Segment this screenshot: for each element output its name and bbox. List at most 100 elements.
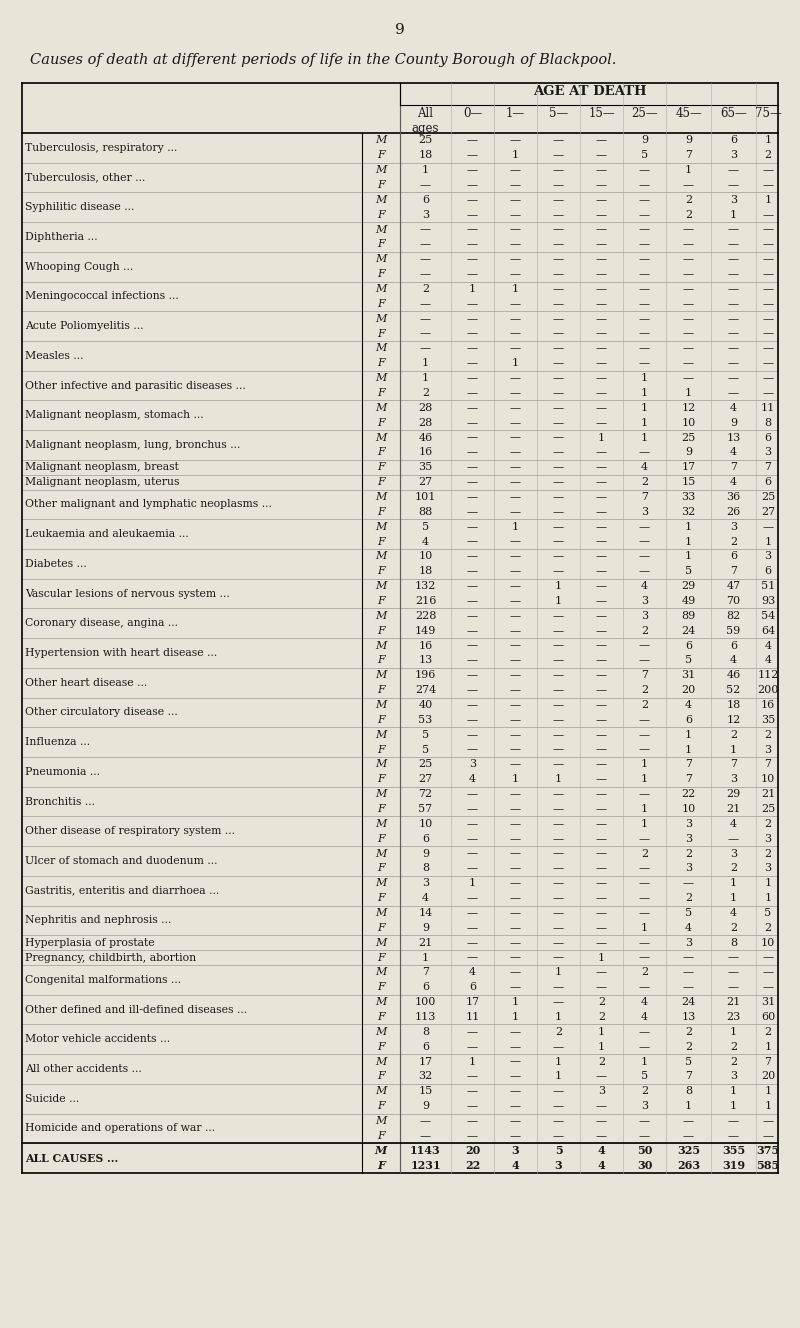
Text: 3: 3	[422, 878, 429, 888]
Text: —: —	[467, 685, 478, 695]
Text: 16: 16	[418, 640, 433, 651]
Text: —: —	[728, 373, 739, 384]
Text: Syphilitic disease ...: Syphilitic disease ...	[25, 202, 134, 212]
Text: 20: 20	[682, 685, 696, 695]
Text: —: —	[728, 359, 739, 368]
Text: M: M	[375, 908, 386, 918]
Text: 113: 113	[415, 1012, 436, 1023]
Text: M: M	[375, 789, 386, 799]
Text: Nephritis and nephrosis ...: Nephritis and nephrosis ...	[25, 915, 171, 926]
Text: 88: 88	[418, 507, 433, 517]
Text: —: —	[596, 284, 607, 293]
Text: —: —	[728, 952, 739, 963]
Text: —: —	[596, 388, 607, 398]
Text: M: M	[375, 433, 386, 442]
Text: —: —	[467, 908, 478, 918]
Text: M: M	[375, 1116, 386, 1126]
Text: 1: 1	[422, 359, 429, 368]
Text: All
ages: All ages	[412, 108, 439, 135]
Text: —: —	[467, 477, 478, 487]
Text: 7: 7	[685, 774, 692, 785]
Text: 12: 12	[726, 714, 741, 725]
Text: 2: 2	[765, 1027, 771, 1037]
Text: 100: 100	[415, 997, 436, 1007]
Text: 6: 6	[765, 477, 771, 487]
Text: —: —	[553, 254, 564, 264]
Text: 2: 2	[685, 210, 692, 219]
Text: —: —	[596, 908, 607, 918]
Text: 24: 24	[682, 625, 696, 636]
Text: —: —	[639, 938, 650, 948]
Text: —: —	[553, 640, 564, 651]
Text: 2: 2	[598, 1012, 605, 1023]
Text: —: —	[596, 373, 607, 384]
Text: 6: 6	[469, 983, 476, 992]
Text: 6: 6	[730, 551, 737, 562]
Text: —: —	[510, 477, 521, 487]
Text: F: F	[377, 714, 385, 725]
Text: Diabetes ...: Diabetes ...	[25, 559, 86, 568]
Text: —: —	[596, 640, 607, 651]
Text: 10: 10	[682, 418, 696, 428]
Text: 65—: 65—	[720, 108, 747, 120]
Text: —: —	[510, 789, 521, 799]
Text: —: —	[553, 894, 564, 903]
Text: M: M	[375, 373, 386, 384]
Text: —: —	[639, 210, 650, 219]
Text: 2: 2	[730, 923, 737, 932]
Text: 101: 101	[415, 491, 436, 502]
Text: M: M	[375, 729, 386, 740]
Text: —: —	[596, 299, 607, 309]
Text: —: —	[596, 344, 607, 353]
Text: —: —	[510, 448, 521, 457]
Text: —: —	[728, 165, 739, 175]
Text: 1: 1	[598, 1041, 605, 1052]
Text: —: —	[596, 774, 607, 785]
Text: —: —	[596, 448, 607, 457]
Text: —: —	[596, 239, 607, 250]
Text: —: —	[467, 938, 478, 948]
Text: M: M	[375, 195, 386, 205]
Text: 25: 25	[761, 491, 775, 502]
Text: 1: 1	[730, 894, 737, 903]
Text: 21: 21	[418, 938, 433, 948]
Text: —: —	[467, 789, 478, 799]
Text: —: —	[553, 997, 564, 1007]
Text: —: —	[510, 582, 521, 591]
Text: —: —	[553, 344, 564, 353]
Text: —: —	[553, 433, 564, 442]
Text: 585: 585	[756, 1161, 780, 1171]
Text: F: F	[377, 150, 385, 161]
Text: —: —	[728, 344, 739, 353]
Text: —: —	[510, 849, 521, 859]
Text: Other infective and parasitic diseases ...: Other infective and parasitic diseases .…	[25, 381, 246, 390]
Text: —: —	[467, 448, 478, 457]
Text: Meningococcal infections ...: Meningococcal infections ...	[25, 291, 178, 301]
Text: M: M	[375, 997, 386, 1007]
Text: Hypertension with heart disease ...: Hypertension with heart disease ...	[25, 648, 218, 657]
Text: 40: 40	[418, 700, 433, 710]
Text: 35: 35	[761, 714, 775, 725]
Text: 7: 7	[641, 491, 648, 502]
Text: —: —	[510, 328, 521, 339]
Text: 46: 46	[726, 671, 741, 680]
Text: —: —	[596, 566, 607, 576]
Text: 1143: 1143	[410, 1145, 441, 1157]
Text: —: —	[467, 328, 478, 339]
Text: 1: 1	[641, 402, 648, 413]
Text: —: —	[762, 210, 774, 219]
Text: —: —	[762, 359, 774, 368]
Text: Gastritis, enteritis and diarrhoea ...: Gastritis, enteritis and diarrhoea ...	[25, 886, 219, 895]
Text: —: —	[553, 551, 564, 562]
Text: 18: 18	[418, 566, 433, 576]
Text: —: —	[762, 270, 774, 279]
Text: —: —	[467, 1131, 478, 1141]
Text: —: —	[639, 983, 650, 992]
Text: F: F	[377, 181, 385, 190]
Text: Malignant neoplasm, uterus: Malignant neoplasm, uterus	[25, 477, 179, 487]
Text: 1: 1	[641, 418, 648, 428]
Text: 6: 6	[730, 135, 737, 146]
Text: F: F	[377, 299, 385, 309]
Text: —: —	[683, 239, 694, 250]
Text: —: —	[467, 863, 478, 874]
